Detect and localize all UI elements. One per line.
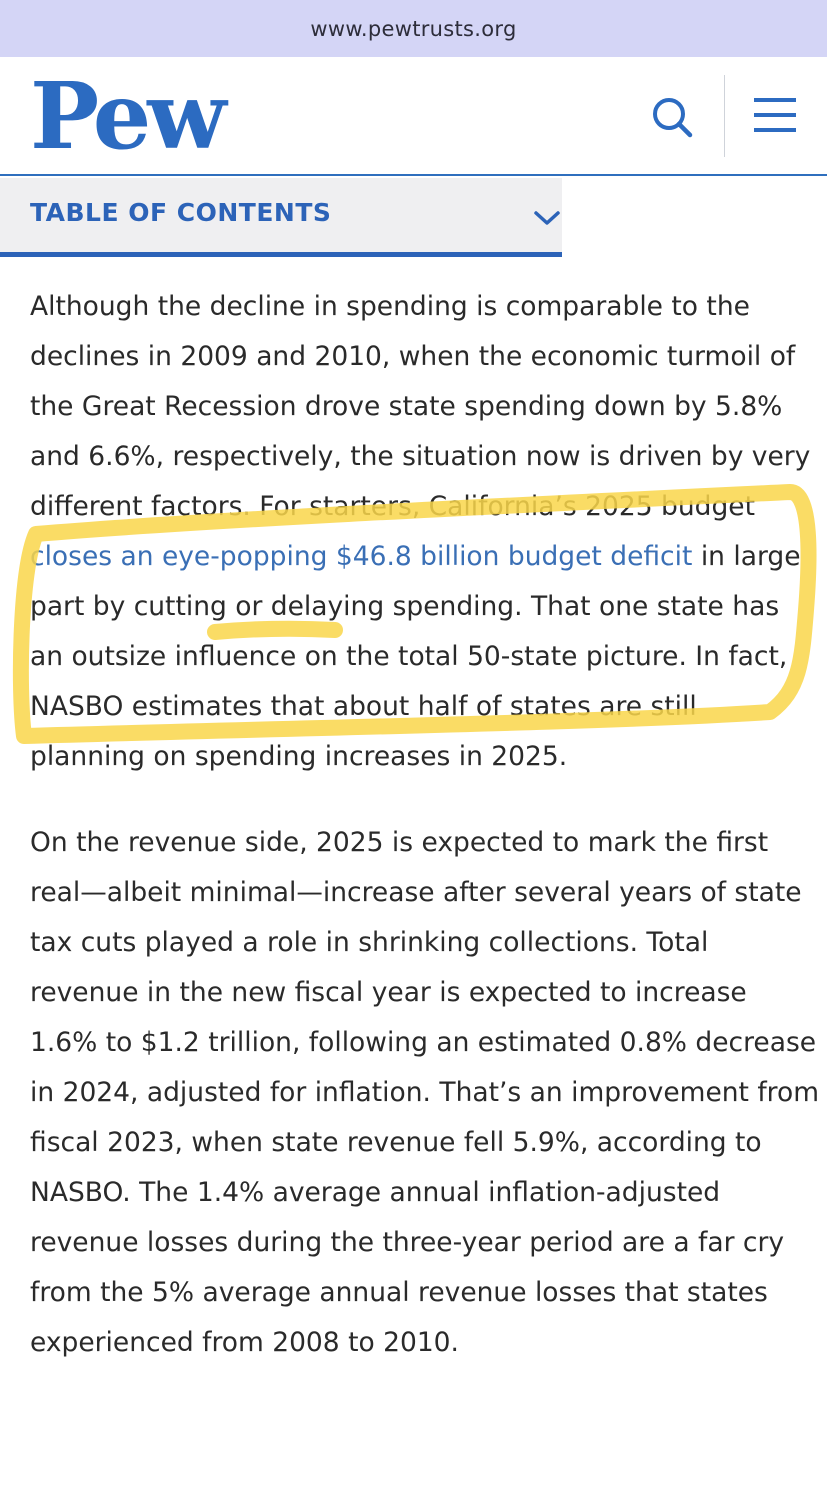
chevron-down-icon	[534, 211, 560, 225]
url-text[interactable]: www.pewtrusts.org	[310, 16, 517, 41]
menu-icon	[754, 98, 796, 132]
pew-logo[interactable]: Pew	[30, 62, 226, 170]
toc-label: TABLE OF CONTENTS	[30, 198, 332, 227]
paragraph-text: Although the decline in spending is comp…	[30, 291, 811, 522]
toc-toggle[interactable]: TABLE OF CONTENTS	[0, 178, 562, 257]
menu-button[interactable]	[754, 96, 796, 134]
paragraph: Although the decline in spending is comp…	[30, 282, 820, 782]
article-body: Although the decline in spending is comp…	[30, 282, 820, 1368]
budget-deficit-link[interactable]: closes an eye-popping $46.8 billion budg…	[30, 541, 693, 572]
site-header: Pew	[0, 57, 827, 176]
table-of-contents: TABLE OF CONTENTS	[0, 178, 827, 257]
search-button[interactable]	[648, 93, 696, 141]
paragraph-text: in large part by cutting or delaying spe…	[30, 541, 801, 772]
header-divider	[724, 75, 725, 157]
search-icon	[653, 98, 693, 138]
paragraph: On the revenue side, 2025 is expected to…	[30, 827, 820, 1358]
address-bar[interactable]: www.pewtrusts.org	[0, 0, 827, 57]
